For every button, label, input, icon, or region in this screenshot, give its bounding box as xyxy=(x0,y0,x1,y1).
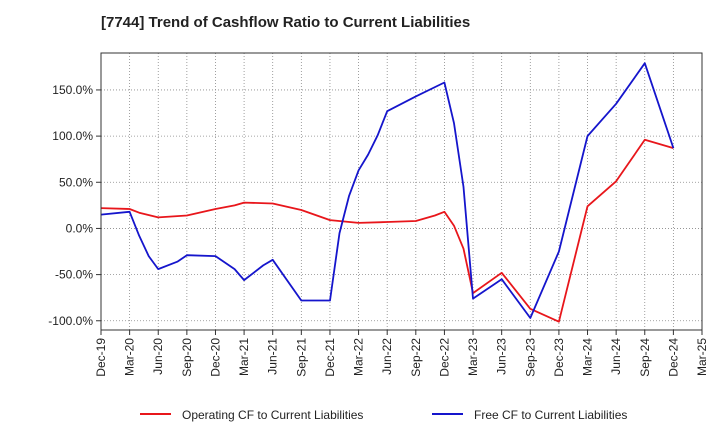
x-tick-label: Mar-25 xyxy=(695,338,709,376)
legend-label: Operating CF to Current Liabilities xyxy=(182,408,363,422)
legend-label: Free CF to Current Liabilities xyxy=(474,408,627,422)
axes xyxy=(96,89,703,335)
x-tick-label: Dec-19 xyxy=(94,338,108,377)
x-tick-label: Dec-23 xyxy=(552,338,566,377)
x-tick-label: Mar-23 xyxy=(466,338,480,376)
chart-title: [7744] Trend of Cashflow Ratio to Curren… xyxy=(101,14,471,31)
y-tick-label: 0.0% xyxy=(66,221,94,235)
y-tick-label: 50.0% xyxy=(59,175,93,189)
x-tick-label: Sep-20 xyxy=(180,338,194,377)
x-tick-label: Mar-21 xyxy=(237,338,251,376)
x-tick-label: Dec-21 xyxy=(323,338,337,377)
x-tick-label: Sep-23 xyxy=(523,338,537,377)
x-tick-label: Jun-21 xyxy=(266,338,280,375)
x-tick-label: Jun-22 xyxy=(380,338,394,375)
y-tick-label: -50.0% xyxy=(55,268,93,282)
series-lines xyxy=(100,62,675,323)
x-tick-label: Mar-24 xyxy=(581,338,595,376)
y-tick-label: 150.0% xyxy=(52,83,93,97)
x-tick-label: Jun-24 xyxy=(609,338,623,375)
x-tick-label: Sep-21 xyxy=(294,338,308,377)
y-tick-labels: 150.0% 100.0% 50.0% 0.0% -50.0% -100.0% xyxy=(48,83,93,328)
x-tick-label: Sep-24 xyxy=(638,338,652,377)
x-tick-labels: Dec-19 Mar-20 Jun-20 Sep-20 Dec-20 Mar-21 Jun-… xyxy=(94,338,709,377)
y-tick-label: 100.0% xyxy=(52,129,93,143)
legend: Operating CF to Current Liabilities Free … xyxy=(140,408,627,422)
x-tick-label: Dec-20 xyxy=(208,338,222,377)
grid-lines xyxy=(100,53,703,330)
x-tick-label: Mar-20 xyxy=(123,338,137,376)
x-tick-label: Jun-23 xyxy=(495,338,509,375)
plot-frame xyxy=(100,52,703,331)
x-tick-label: Dec-24 xyxy=(666,338,680,377)
x-tick-label: Jun-20 xyxy=(151,338,165,375)
x-tick-label: Dec-22 xyxy=(437,338,451,377)
x-tick-label: Sep-22 xyxy=(409,338,423,377)
x-tick-label: Mar-22 xyxy=(352,338,366,376)
free-cf-line xyxy=(100,62,675,319)
operating-cf-line xyxy=(100,138,674,323)
plot-area xyxy=(101,53,702,330)
y-tick-label: -100.0% xyxy=(48,314,93,328)
